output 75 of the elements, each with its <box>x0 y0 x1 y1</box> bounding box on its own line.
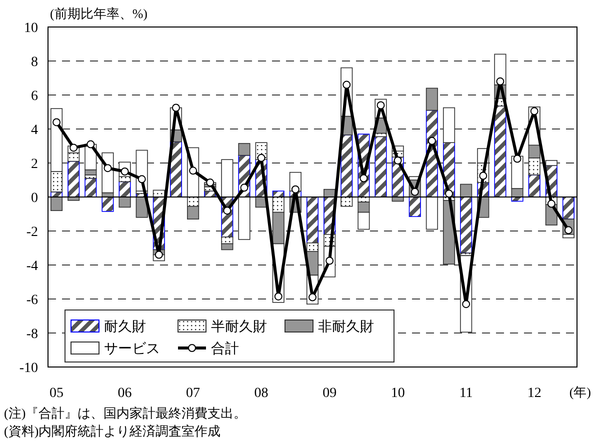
point <box>496 77 504 86</box>
text: (注)『合計』は、国内家計最終消費支出。 <box>4 406 247 421</box>
y-tick-label: 6 <box>31 88 38 104</box>
x-tick-label: 08 <box>254 386 268 401</box>
bar <box>528 174 540 198</box>
x-tick-label: 10 <box>390 386 405 401</box>
x-tick-label: 11 <box>459 386 473 401</box>
bar <box>545 160 558 166</box>
point <box>530 107 538 116</box>
bar <box>306 196 319 244</box>
point <box>104 164 112 172</box>
point <box>86 140 95 148</box>
legend-label: 耐久財 <box>104 318 146 335</box>
point <box>189 166 198 175</box>
bar <box>374 136 387 198</box>
bar <box>340 196 353 207</box>
bar <box>426 196 438 230</box>
bar <box>460 196 472 254</box>
point <box>240 184 248 192</box>
x-axis-title: (年) <box>569 384 591 400</box>
text: (資料)内閣府統計より経済調査室作成 <box>4 424 221 439</box>
point <box>223 206 232 215</box>
point <box>138 175 146 184</box>
bar <box>340 134 353 198</box>
bar <box>102 196 114 212</box>
y-tick-label: -8 <box>26 326 38 342</box>
x-tick-label: 06 <box>118 386 132 401</box>
bar <box>68 160 80 198</box>
y-tick-label: 0 <box>31 190 38 206</box>
x-tick-label: 12 <box>527 386 542 401</box>
bar <box>460 184 472 198</box>
point <box>360 174 368 182</box>
y-tick-label: -10 <box>19 360 38 376</box>
x-tick-label: 09 <box>322 386 337 401</box>
bar <box>221 159 234 198</box>
bar <box>408 196 421 217</box>
legend-label: 半耐久財 <box>211 318 267 335</box>
y-tick-label: -6 <box>26 292 38 308</box>
point <box>274 292 282 300</box>
x-tick-label: 05 <box>50 386 64 401</box>
point <box>394 156 402 164</box>
y-tick-label: 8 <box>31 54 38 70</box>
y-tick-label: 4 <box>31 122 38 138</box>
bar <box>238 196 250 240</box>
bar <box>562 196 574 220</box>
y-axis-title: (前期比年率、%) <box>50 6 148 21</box>
point <box>257 154 266 162</box>
bar <box>50 196 63 211</box>
bar <box>102 152 114 194</box>
point <box>547 200 556 208</box>
y-tick-label: 2 <box>31 156 38 172</box>
point <box>308 293 316 302</box>
bar <box>426 88 438 111</box>
point <box>428 136 436 145</box>
x-tick-label: 07 <box>186 386 200 401</box>
point <box>154 250 163 259</box>
legend-label: 合計 <box>211 340 239 357</box>
bar <box>494 106 506 198</box>
point <box>462 300 470 308</box>
point <box>513 154 522 163</box>
legend-label: サービス <box>104 340 160 357</box>
point <box>445 190 454 198</box>
bar <box>118 196 131 208</box>
y-tick-label: -4 <box>26 258 38 274</box>
point <box>342 80 351 89</box>
bar <box>238 143 250 156</box>
point <box>291 185 300 194</box>
y-tick-label: 10 <box>24 20 38 36</box>
point <box>52 118 61 126</box>
bar <box>442 107 456 143</box>
bar <box>118 181 131 198</box>
point <box>172 104 180 112</box>
y-tick-label: -2 <box>26 224 38 240</box>
legend-label: 非耐久財 <box>318 318 374 335</box>
bar <box>84 178 97 198</box>
